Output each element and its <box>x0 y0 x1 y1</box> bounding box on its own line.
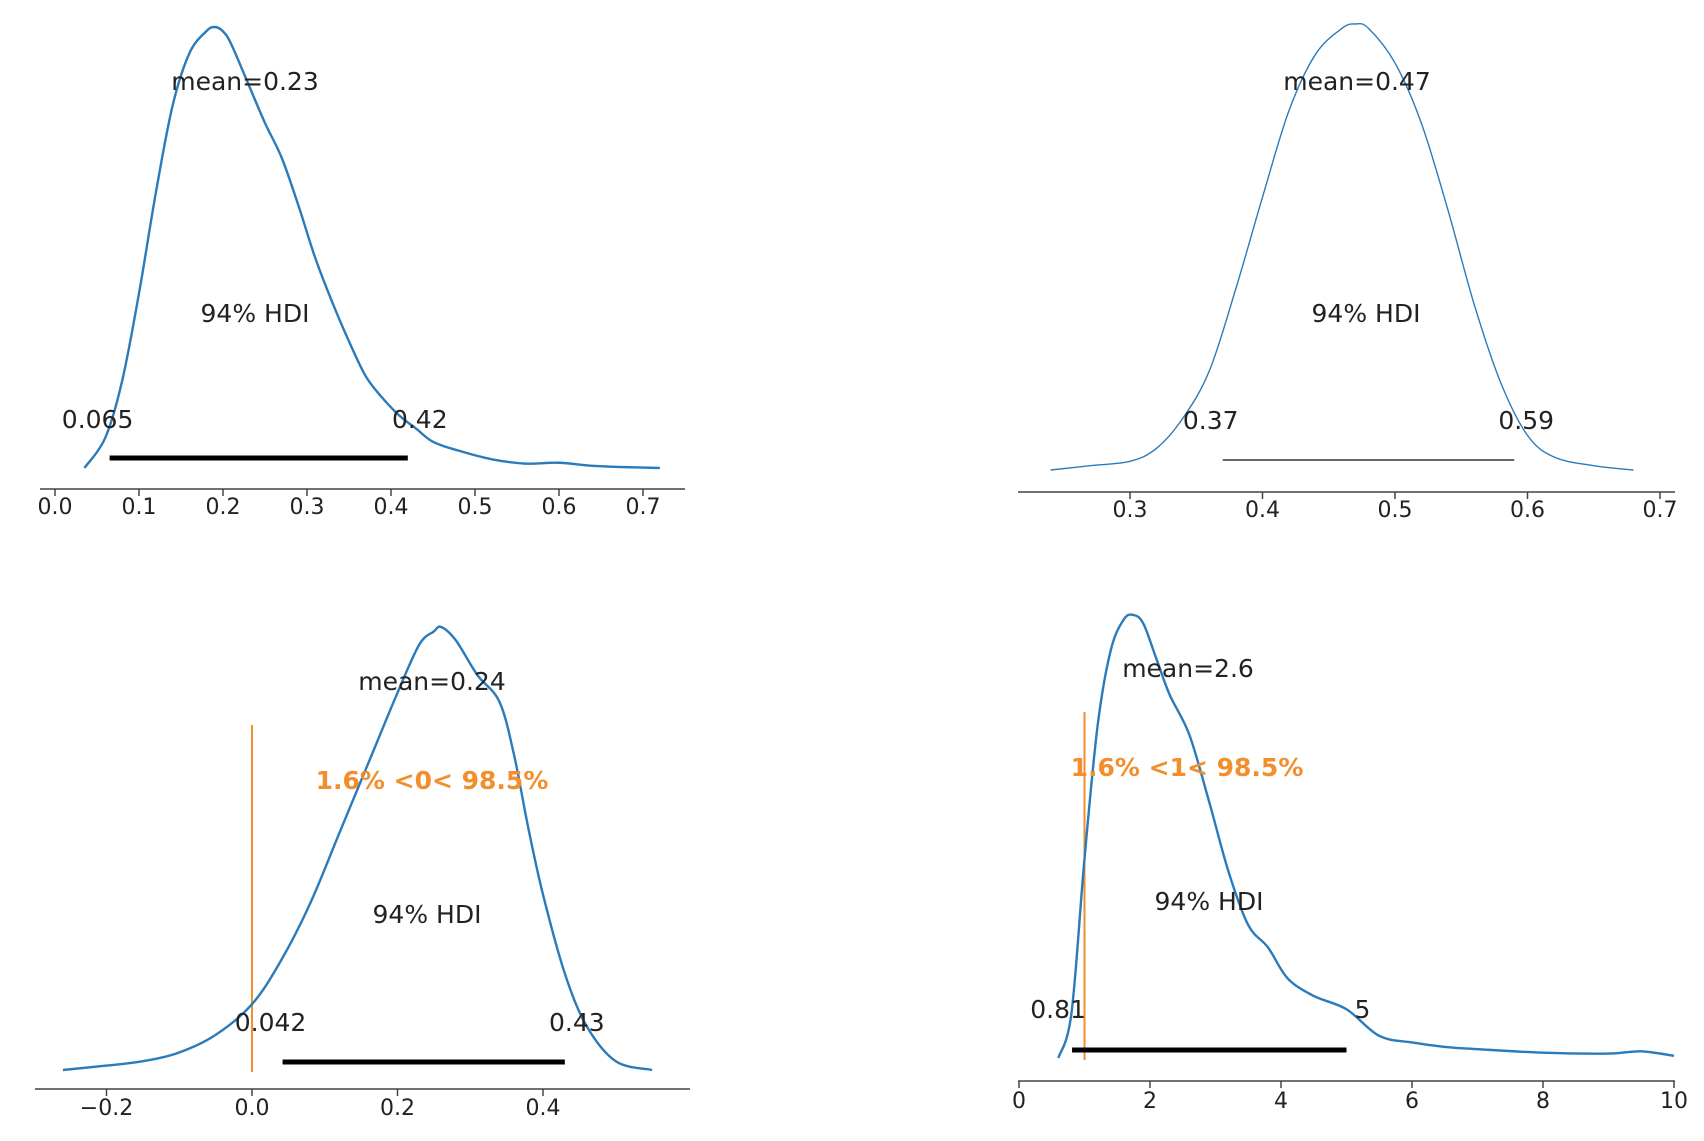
x-tick-label: 0.0 <box>38 495 73 520</box>
x-tick-label: 0.6 <box>542 495 577 520</box>
hdi-high-label: 0.59 <box>1498 406 1554 435</box>
x-tick-label: 0.7 <box>626 495 661 520</box>
hdi-high-label: 0.43 <box>549 1008 605 1037</box>
x-tick-label: 0.5 <box>1378 498 1413 523</box>
x-tick-label: 0.2 <box>380 1096 415 1121</box>
x-tick-label: −0.2 <box>80 1096 133 1121</box>
x-tick-label: 0.2 <box>206 495 241 520</box>
x-tick-label: 0.3 <box>1113 498 1148 523</box>
x-tick-label: 6 <box>1405 1089 1419 1114</box>
hdi-low-label: 0.065 <box>62 405 134 434</box>
hdi-text: 94% HDI <box>1155 887 1264 916</box>
x-tick-label: 0.0 <box>235 1096 270 1121</box>
hdi-low-label: 0.042 <box>235 1008 307 1037</box>
x-tick-label: 0.3 <box>290 495 325 520</box>
x-tick-label: 4 <box>1274 1089 1288 1114</box>
posterior-density-line <box>62 625 653 1072</box>
x-tick-label: 0.4 <box>526 1096 561 1121</box>
hdi-text: 94% HDI <box>1312 299 1421 328</box>
hdi-high-label: 5 <box>1355 995 1371 1024</box>
mean-label: mean=0.23 <box>171 67 319 96</box>
mean-label: mean=0.24 <box>358 667 506 696</box>
posterior-density-line <box>1050 22 1634 471</box>
x-tick-label: 0.7 <box>1643 498 1678 523</box>
mean-label: mean=0.47 <box>1283 67 1431 96</box>
x-tick-label: 0.4 <box>374 495 409 520</box>
posterior-density-line <box>1057 613 1675 1059</box>
mean-label: mean=2.6 <box>1122 654 1254 683</box>
hdi-low-label: 0.81 <box>1030 995 1086 1024</box>
reference-probability-label: 1.6% <1< 98.5% <box>1071 753 1304 782</box>
x-tick-label: 0.5 <box>458 495 493 520</box>
x-tick-label: 0.6 <box>1510 498 1545 523</box>
x-tick-label: 0 <box>1012 1089 1026 1114</box>
x-tick-label: 0.1 <box>122 495 157 520</box>
reference-probability-label: 1.6% <0< 98.5% <box>316 766 549 795</box>
x-tick-label: 10 <box>1660 1089 1688 1114</box>
posterior-density-line <box>83 25 660 470</box>
hdi-text: 94% HDI <box>373 900 482 929</box>
hdi-low-label: 0.37 <box>1183 406 1239 435</box>
x-tick-label: 2 <box>1143 1089 1157 1114</box>
hdi-text: 94% HDI <box>201 299 310 328</box>
x-tick-label: 8 <box>1536 1089 1550 1114</box>
x-tick-label: 0.4 <box>1245 498 1280 523</box>
hdi-high-label: 0.42 <box>392 405 448 434</box>
